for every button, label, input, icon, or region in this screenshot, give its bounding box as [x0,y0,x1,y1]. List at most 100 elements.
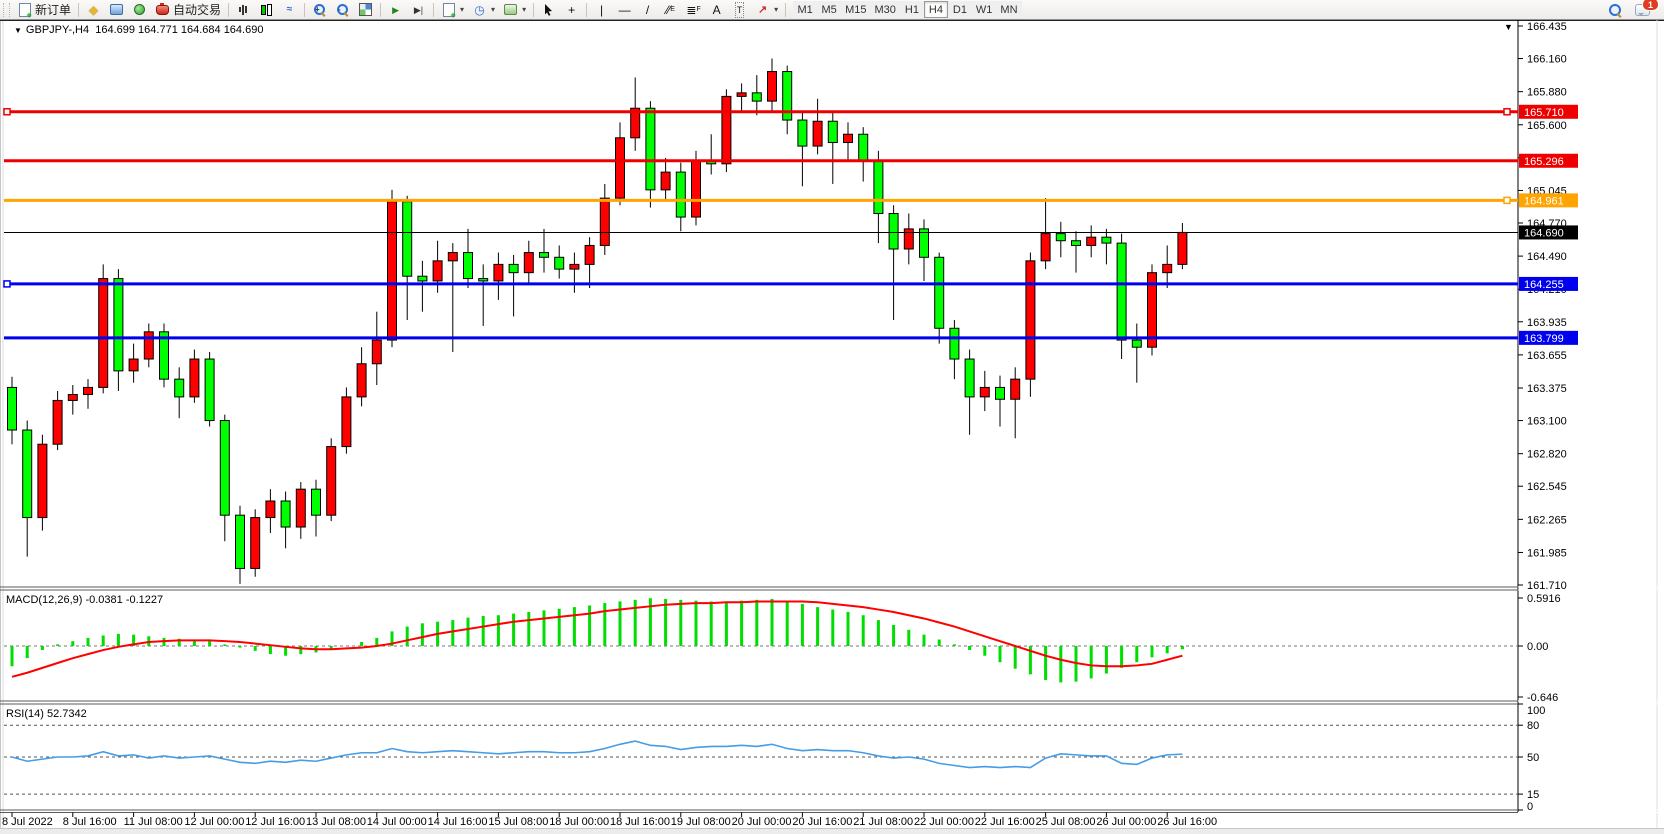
signals-button[interactable] [128,1,151,18]
candle-body [888,213,899,250]
indicators-button[interactable]: + ▾ [437,1,468,19]
chevron-down-icon: ▾ [522,5,527,14]
candle-body [67,394,78,401]
time-axis: 8 Jul 2022 8 Jul 16:00 11 Jul 08:00 12 Jul … [2,812,1217,828]
candle-body [949,327,960,360]
notification-badge: 1 [1642,0,1659,11]
indicators-icon: + [441,2,456,19]
crosshair-tool-button[interactable]: + [560,1,583,18]
timeframe-mn[interactable]: MN [996,1,1022,18]
svg-text:166.435: 166.435 [1527,21,1567,33]
price-tag [1519,225,1578,240]
search-button[interactable] [1605,1,1625,18]
time-label: 14 Jul 16:00 [428,816,488,828]
candle-body [113,278,124,372]
text-label-tool-button[interactable]: T [728,1,751,18]
candle-body [311,488,321,516]
timeframe-h1[interactable]: H1 [899,1,924,18]
chart-dropdown-icon[interactable]: ▼ [14,26,22,35]
candle-body [143,331,154,360]
timeframe-h4[interactable]: H4 [923,1,948,18]
candle-body [447,252,458,262]
candle-body [326,446,337,516]
price-tag-text: 164.961 [1524,195,1564,207]
candle-body [387,201,397,341]
separator [785,2,787,17]
channel-tool-button[interactable]: ⁄⁄ E [659,1,682,18]
time-label: 26 Jul 00:00 [1096,816,1156,828]
svg-text:166.160: 166.160 [1527,54,1567,66]
timeframe-w1[interactable]: W1 [971,1,997,18]
candle-body [174,378,185,398]
candle-body [1177,231,1188,265]
horizontal-line-tool-button[interactable]: — [613,1,636,18]
time-label: 8 Jul 2022 [2,816,53,828]
chart-header: ▼ GBPJPY-,H4 164.699 164.771 164.684 164.… [14,24,263,36]
candle-body [630,107,641,139]
timeframe-m5[interactable]: M5 [817,1,842,18]
bar-chart-button[interactable] [232,1,255,18]
svg-text:163.935: 163.935 [1527,317,1567,329]
candle-body [995,386,1005,400]
macd-panel: 0.5916 0.00 -0.646 [4,593,1561,704]
timeframe-m1[interactable]: M1 [793,1,818,18]
trendline-tool-button[interactable]: / [636,1,659,18]
rsi-label: RSI(14) 52.7342 [6,708,87,720]
svg-text:50: 50 [1527,752,1539,764]
axis-quick-nav-arrow: ▼ [1504,22,1513,32]
vertical-line-tool-button[interactable]: | [590,1,613,18]
timeframe-m30[interactable]: M30 [870,1,900,18]
autotrading-button[interactable]: 自动交易 [151,1,225,18]
separator [433,2,435,17]
window-bottom-edge [0,828,1664,834]
separator [586,2,588,17]
terminal-button[interactable] [105,1,128,18]
price-tag-text: 164.255 [1524,279,1564,291]
zoom-in-icon: + [312,3,327,17]
clock-icon: ◷ [474,2,485,17]
timeframe-d1[interactable]: D1 [947,1,972,18]
text-label-icon: T [732,1,747,18]
candle-body [493,263,504,282]
terminal-icon [109,3,124,17]
market-watch-button[interactable]: ◆ [82,1,105,18]
candle-body [721,95,732,165]
candle-body [250,517,261,569]
toolbar-grip[interactable] [3,2,10,17]
zoom-out-button[interactable]: - [331,1,354,18]
line-anchor[interactable] [1503,108,1511,116]
line-anchor[interactable] [3,108,11,116]
candle-body [782,71,793,121]
cursor-tool-button[interactable] [537,1,560,18]
line-anchor[interactable] [3,280,11,288]
svg-text:163.375: 163.375 [1527,383,1567,395]
arrows-tool-button[interactable]: ↗ ▾ [751,1,782,18]
candle-body [827,120,838,144]
timeframe-m15[interactable]: M15 [841,1,871,18]
time-label: 18 Jul 16:00 [610,816,670,828]
rsi-line [11,740,1183,769]
arrows-icon: ↗ [757,3,768,16]
chat-button[interactable]: 1 [1631,0,1659,18]
line-anchor[interactable] [1503,196,1511,205]
fibonacci-tool-button[interactable]: ≣ F [682,1,705,18]
periods-button[interactable]: ◷ ▾ [468,1,499,18]
price-tag-text: 165.710 [1524,107,1564,119]
zoom-in-button[interactable]: + [308,1,331,18]
text-tool-button[interactable]: A [705,1,728,18]
price-tag [1519,330,1578,345]
tile-windows-button[interactable] [354,1,377,18]
auto-scroll-button[interactable]: ▶ [384,1,407,18]
new-order-button[interactable]: + 新订单 [13,1,75,19]
candle-body [402,201,413,277]
templates-button[interactable]: ▾ [499,1,530,18]
time-label: 25 Jul 08:00 [1036,816,1096,828]
time-label: 13 Jul 08:00 [306,816,366,828]
chart-shift-button[interactable]: ▶| [407,1,430,18]
autotrading-icon [155,2,170,17]
signal-icon [132,3,147,17]
candlestick-chart-button[interactable] [255,1,278,18]
line-chart-button[interactable]: ≈ [278,1,301,18]
candle-body [584,244,595,265]
